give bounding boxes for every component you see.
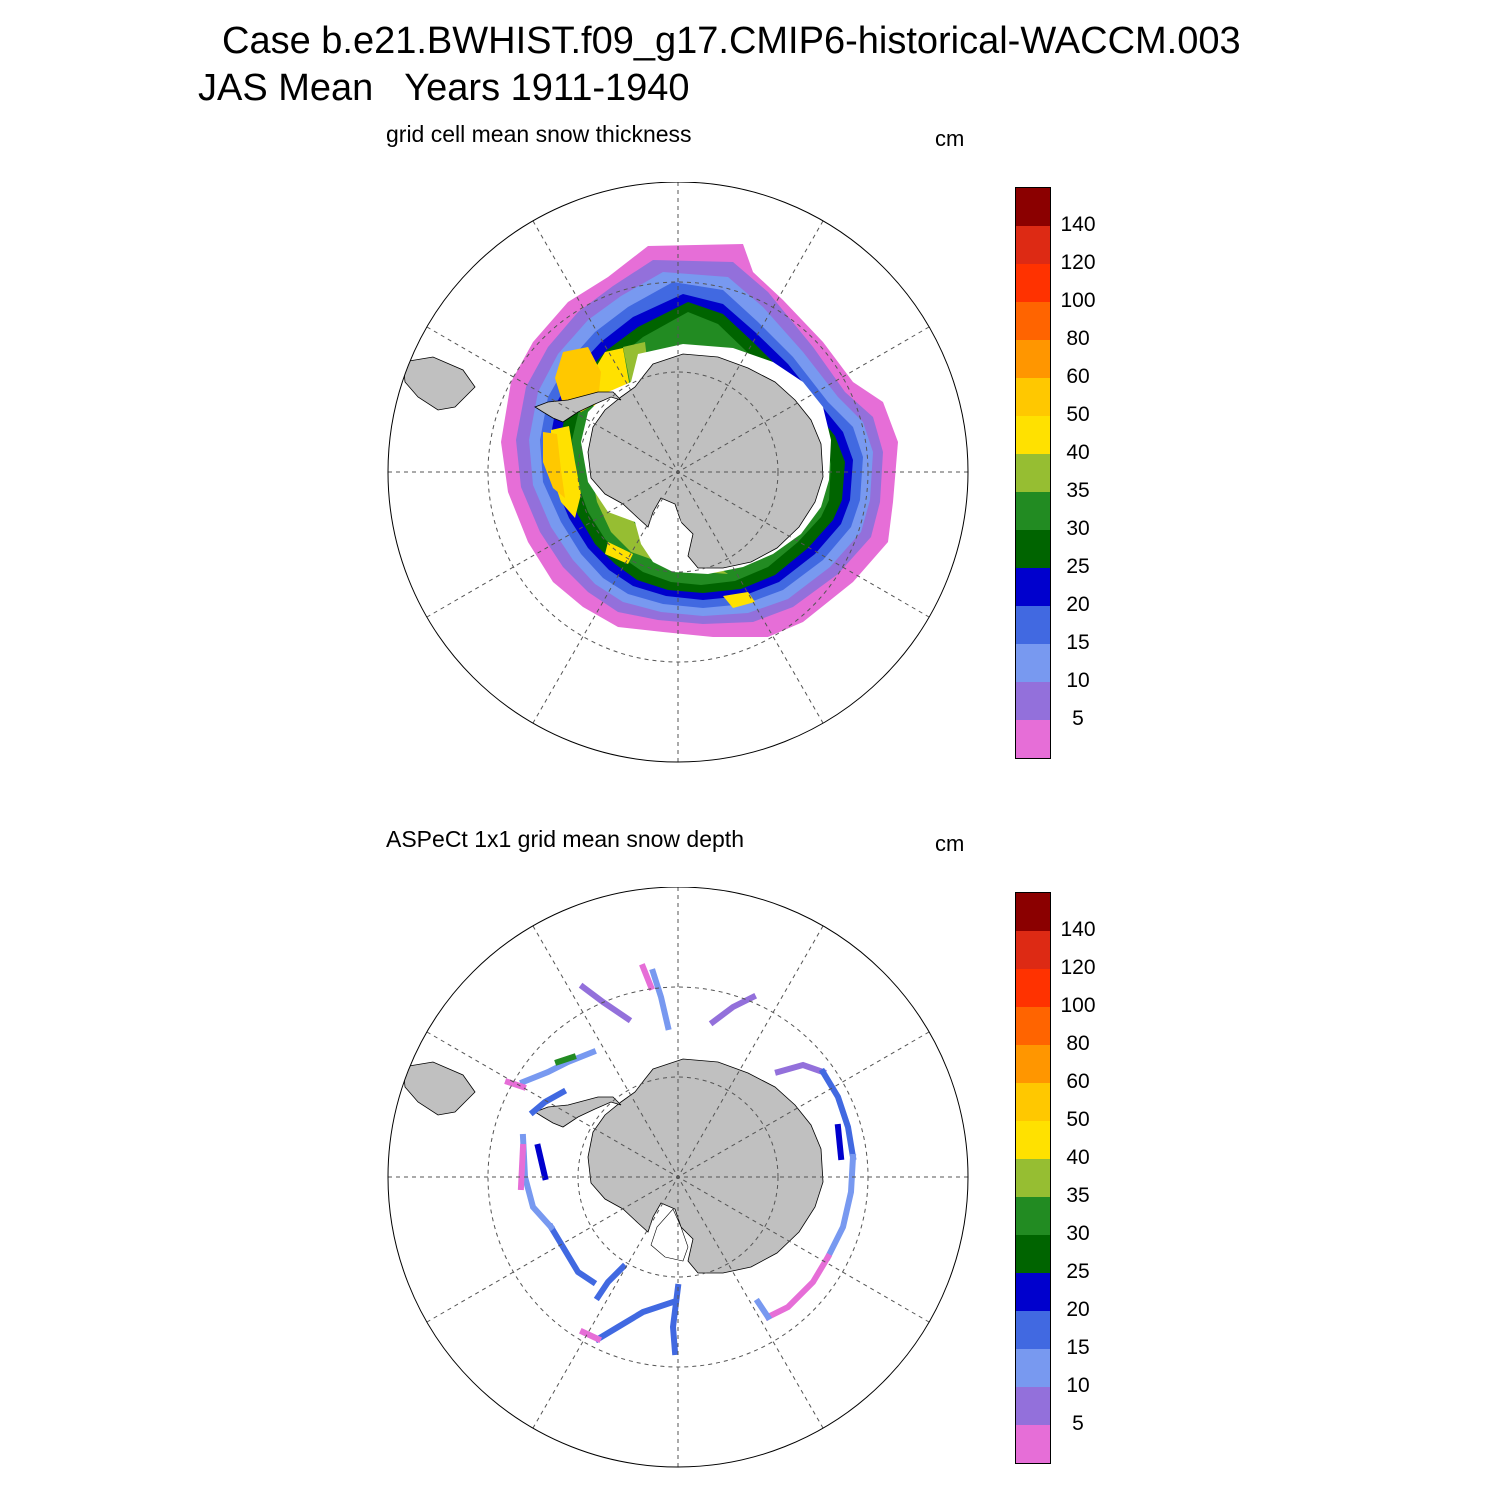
colorbar-swatch — [1016, 226, 1050, 264]
colorbar-tick-label: 10 — [1066, 1374, 1090, 1397]
antarctic-peninsula — [534, 1096, 622, 1128]
colorbar-tick-label: 120 — [1060, 251, 1096, 274]
colorbar-swatch — [1016, 1197, 1050, 1235]
colorbar-swatch — [1016, 492, 1050, 530]
colorbar-swatch — [1016, 969, 1050, 1007]
colorbar-tick-label: 140 — [1060, 918, 1096, 941]
colorbar-swatch — [1016, 454, 1050, 492]
colorbar-tick-label: 60 — [1066, 1070, 1090, 1093]
colorbar-tick-label: 15 — [1066, 1336, 1090, 1359]
colorbar-swatch — [1016, 378, 1050, 416]
colorbar-tick-label: 140 — [1060, 213, 1096, 236]
colorbar-swatch — [1016, 606, 1050, 644]
colorbar-swatch — [1016, 1159, 1050, 1197]
colorbar-swatch — [1016, 1083, 1050, 1121]
colorbar-tick-label: 100 — [1060, 994, 1096, 1017]
colorbar-tick-label: 80 — [1066, 1032, 1090, 1055]
colorbar-tick-label: 35 — [1066, 479, 1090, 502]
colorbar-swatch — [1016, 720, 1050, 758]
colorbar-swatch — [1016, 1349, 1050, 1387]
colorbar-swatch — [1016, 1045, 1050, 1083]
panel-1-title: grid cell mean snow thickness — [386, 121, 692, 147]
colorbar-swatch — [1016, 1273, 1050, 1311]
south-america-landmass — [402, 1061, 476, 1116]
colorbar-tick-label: 60 — [1066, 365, 1090, 388]
colorbar-swatch — [1016, 340, 1050, 378]
colorbar-tick-label: 20 — [1066, 1298, 1090, 1321]
figure-subtitle: JAS Mean Years 1911-1940 — [198, 67, 690, 109]
colorbar-swatch — [1016, 1235, 1050, 1273]
colorbar-swatch — [1016, 568, 1050, 606]
colorbar-swatch — [1016, 416, 1050, 454]
colorbar-swatch — [1016, 682, 1050, 720]
colorbar-swatch — [1016, 1007, 1050, 1045]
antarctic-peninsula — [534, 391, 622, 423]
colorbar-tick-label: 40 — [1066, 1146, 1090, 1169]
colorbar-swatch — [1016, 188, 1050, 226]
colorbar-tick-label: 100 — [1060, 289, 1096, 312]
colorbar-tick-label: 25 — [1066, 555, 1090, 578]
colorbar-tick-label: 25 — [1066, 1260, 1090, 1283]
colorbar-tick-label: 5 — [1072, 1412, 1084, 1435]
aspect-snow-depth-map — [387, 887, 969, 1468]
colorbar-swatch — [1016, 1425, 1050, 1463]
graticule — [388, 182, 968, 762]
band-50-60-b — [543, 432, 565, 498]
south-america-landmass — [402, 356, 476, 411]
antarctica-landmass — [587, 1058, 824, 1274]
colorbar-tick-label: 50 — [1066, 1108, 1090, 1131]
colorbar-tick-label: 10 — [1066, 669, 1090, 692]
panel-1-units: cm — [935, 126, 965, 151]
colorbar-swatch — [1016, 302, 1050, 340]
colorbar-tick-label: 30 — [1066, 1222, 1090, 1245]
colorbar-swatch — [1016, 893, 1050, 931]
colorbar-tick-label: 40 — [1066, 441, 1090, 464]
colorbar-tick-label: 80 — [1066, 327, 1090, 350]
colorbar-swatch — [1016, 931, 1050, 969]
colorbar-tick-label: 5 — [1072, 707, 1084, 730]
colorbar-tick-label: 120 — [1060, 956, 1096, 979]
panel-2-units: cm — [935, 831, 965, 856]
map-boundary — [387, 887, 969, 1468]
antarctica-landmass — [587, 353, 824, 569]
colorbar-tick-label: 15 — [1066, 631, 1090, 654]
colorbar-swatch — [1016, 1311, 1050, 1349]
colorbar-tick-label: 20 — [1066, 593, 1090, 616]
colorbar-swatch — [1016, 644, 1050, 682]
observation-tracks — [504, 963, 857, 1356]
map-boundary — [387, 182, 969, 763]
colorbar-tick-label: 30 — [1066, 517, 1090, 540]
band-40-50-d — [723, 592, 755, 608]
colorbar-tick-label: 50 — [1066, 403, 1090, 426]
figure-title: Case b.e21.BWHIST.f09_g17.CMIP6-historic… — [222, 20, 1241, 62]
ross-ice-shelf — [650, 1208, 689, 1262]
graticule — [388, 887, 968, 1467]
colorbar-swatch — [1016, 1387, 1050, 1425]
panel-2-title: ASPeCt 1x1 grid mean snow depth — [386, 826, 744, 852]
colorbar-swatch — [1016, 1121, 1050, 1159]
colorbar-2 — [1015, 892, 1051, 1464]
colorbar-1 — [1015, 187, 1051, 759]
colorbar-swatch — [1016, 530, 1050, 568]
colorbar-tick-label: 35 — [1066, 1184, 1090, 1207]
ross-ice-shelf — [651, 504, 688, 556]
colorbar-swatch — [1016, 264, 1050, 302]
model-snow-thickness-map — [387, 182, 969, 763]
